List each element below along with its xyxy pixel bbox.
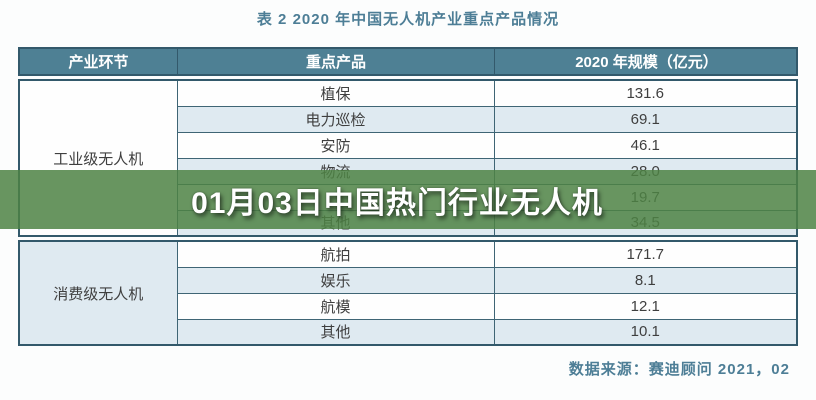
table-row: 航模 12.1	[19, 292, 798, 320]
value-cell: 131.6	[493, 79, 798, 107]
product-cell: 航拍	[176, 240, 495, 268]
table-row: 工业级无人机 植保 131.6	[18, 79, 798, 237]
table-row: 电力巡检 69.1	[19, 105, 798, 133]
product-cell: 安防	[176, 131, 495, 159]
product-cell: 航模	[176, 292, 495, 320]
value-cell: 10.1	[493, 318, 798, 346]
product-cell: 其他	[176, 318, 495, 346]
data-source-note: 数据来源：赛迪顾问 2021，02	[568, 361, 790, 378]
table-header-row: 产业环节 重点产品 2020 年规模（亿元）	[18, 47, 798, 76]
value-cell: 46.1	[493, 131, 798, 159]
value-cell: 8.1	[493, 266, 798, 294]
header-industry-segment: 产业环节	[20, 49, 178, 74]
product-cell: 植保	[176, 79, 495, 107]
header-key-product: 重点产品	[178, 49, 495, 74]
page-title: 表 2 2020 年中国无人机产业重点产品情况	[256, 11, 560, 28]
product-cell: 娱乐	[176, 266, 495, 294]
banner-title: 01月03日中国热门行业无人机	[191, 186, 603, 220]
news-banner-overlay: 01月03日中国热门行业无人机	[0, 170, 816, 229]
table-row: 娱乐 8.1	[19, 266, 798, 294]
value-cell: 69.1	[493, 105, 798, 133]
product-cell: 电力巡检	[176, 105, 495, 133]
consumer-drone-section: 消费级无人机 航拍 171.7 娱乐 8.1 航模 12.1 其他 10.1	[18, 240, 798, 346]
category-cell-consumer: 消费级无人机	[18, 240, 178, 346]
header-2020-scale: 2020 年规模（亿元）	[575, 54, 718, 71]
value-cell: 12.1	[493, 292, 798, 320]
table-row: 其他 10.1	[19, 318, 798, 346]
table-row: 消费级无人机 航拍 171.7	[18, 240, 798, 346]
value-cell: 171.7	[493, 240, 798, 268]
